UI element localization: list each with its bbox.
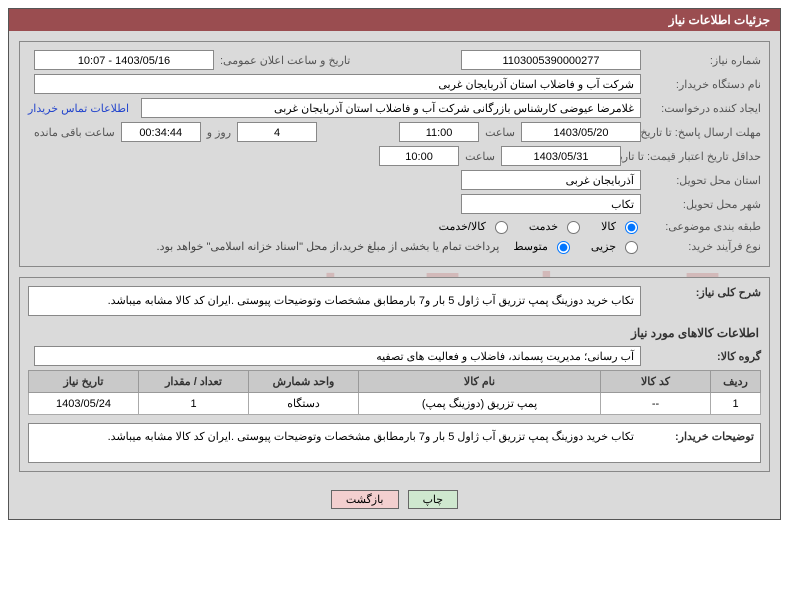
- panel-body: IranTender.neT شماره نیاز: 1103005390000…: [9, 31, 780, 519]
- cell-qty: 1: [139, 393, 249, 415]
- label-buyer-notes: توضیحات خریدار:: [634, 430, 754, 443]
- col-date: تاریخ نیاز: [29, 371, 139, 393]
- cell-idx: 1: [711, 393, 761, 415]
- col-qty: تعداد / مقدار: [139, 371, 249, 393]
- table-row: 1 -- پمپ تزریق (دوزینگ پمپ) دستگاه 1 140…: [29, 393, 761, 415]
- cell-code: --: [601, 393, 711, 415]
- field-goods-group: آب رسانی؛ مدیریت پسماند، فاضلاب و فعالیت…: [34, 346, 641, 366]
- goods-table: ردیف کد کالا نام کالا واحد شمارش تعداد /…: [28, 370, 761, 415]
- panel-title: جزئیات اطلاعات نیاز: [9, 9, 780, 31]
- field-delivery-province: آذربایجان غربی: [461, 170, 641, 190]
- label-buyer-org: نام دستگاه خریدار:: [641, 78, 761, 91]
- field-remaining-time: 00:34:44: [121, 122, 201, 142]
- field-response-time: 11:00: [399, 122, 479, 142]
- buyer-contact-link[interactable]: اطلاعات تماس خریدار: [28, 102, 135, 115]
- field-need-no: 1103005390000277: [461, 50, 641, 70]
- field-price-valid-time: 10:00: [379, 146, 459, 166]
- field-remaining-days: 4: [237, 122, 317, 142]
- label-hour-1: ساعت: [479, 126, 515, 139]
- table-header-row: ردیف کد کالا نام کالا واحد شمارش تعداد /…: [29, 371, 761, 393]
- label-subject-class: طبقه بندی موضوعی:: [641, 220, 761, 233]
- footer-buttons: چاپ بازگشت: [19, 482, 770, 509]
- label-response-deadline: مهلت ارسال پاسخ: تا تاریخ:: [641, 126, 761, 139]
- info-section: شماره نیاز: 1103005390000277 تاریخ و ساع…: [19, 41, 770, 267]
- radio-subject-2[interactable]: کالا/خدمت: [439, 218, 511, 234]
- field-price-valid-date: 1403/05/31: [501, 146, 621, 166]
- desc-section: شرح کلی نیاز: تکاب خرید دوزینگ پمپ تزریق…: [19, 277, 770, 472]
- cell-name: پمپ تزریق (دوزینگ پمپ): [359, 393, 601, 415]
- back-button[interactable]: بازگشت: [331, 490, 399, 509]
- label-pub-datetime: تاریخ و ساعت اعلان عمومی:: [214, 54, 350, 67]
- cell-unit: دستگاه: [249, 393, 359, 415]
- label-general-desc: شرح کلی نیاز:: [641, 286, 761, 299]
- label-delivery-province: استان محل تحویل:: [641, 174, 761, 187]
- print-button[interactable]: چاپ: [408, 490, 459, 509]
- col-code: کد کالا: [601, 371, 711, 393]
- process-note: پرداخت تمام یا بخشی از مبلغ خرید،از محل …: [157, 240, 514, 253]
- label-hour-2: ساعت: [459, 150, 495, 163]
- general-desc-box: تکاب خرید دوزینگ پمپ تزریق آب ژاول 5 بار…: [28, 286, 641, 316]
- label-delivery-city: شهر محل تحویل:: [641, 198, 761, 211]
- col-name: نام کالا: [359, 371, 601, 393]
- goods-info-title: اطلاعات کالاهای مورد نیاز: [28, 320, 761, 346]
- label-price-validity: حداقل تاریخ اعتبار قیمت: تا تاریخ:: [621, 150, 761, 163]
- label-need-no: شماره نیاز:: [641, 54, 761, 67]
- process-radios: جزیی متوسط: [513, 238, 641, 254]
- radio-subject-0[interactable]: کالا: [601, 218, 641, 234]
- label-goods-group: گروه کالا:: [641, 350, 761, 363]
- radio-subject-1[interactable]: خدمت: [529, 218, 583, 234]
- label-purchase-process: نوع فرآیند خرید:: [641, 240, 761, 253]
- radio-process-0[interactable]: جزیی: [591, 238, 641, 254]
- label-day-and: روز و: [201, 126, 231, 139]
- cell-date: 1403/05/24: [29, 393, 139, 415]
- label-remaining: ساعت باقی مانده: [28, 126, 115, 139]
- field-pub-datetime: 1403/05/16 - 10:07: [34, 50, 214, 70]
- field-response-date: 1403/05/20: [521, 122, 641, 142]
- col-unit: واحد شمارش: [249, 371, 359, 393]
- main-panel: جزئیات اطلاعات نیاز IranTender.neT شماره…: [8, 8, 781, 520]
- buyer-notes-box: توضیحات خریدار: تکاب خرید دوزینگ پمپ تزر…: [28, 423, 761, 463]
- field-delivery-city: تکاب: [461, 194, 641, 214]
- radio-process-1[interactable]: متوسط: [513, 238, 573, 254]
- label-request-creator: ایجاد کننده درخواست:: [641, 102, 761, 115]
- subject-radios: کالا خدمت کالا/خدمت: [439, 218, 641, 234]
- field-request-creator: غلامرضا عیوضی کارشناس بازرگانی شرکت آب و…: [141, 98, 641, 118]
- col-idx: ردیف: [711, 371, 761, 393]
- field-buyer-org: شرکت آب و فاضلاب استان آذربایجان غربی: [34, 74, 641, 94]
- buyer-notes-text: تکاب خرید دوزینگ پمپ تزریق آب ژاول 5 بار…: [35, 430, 634, 443]
